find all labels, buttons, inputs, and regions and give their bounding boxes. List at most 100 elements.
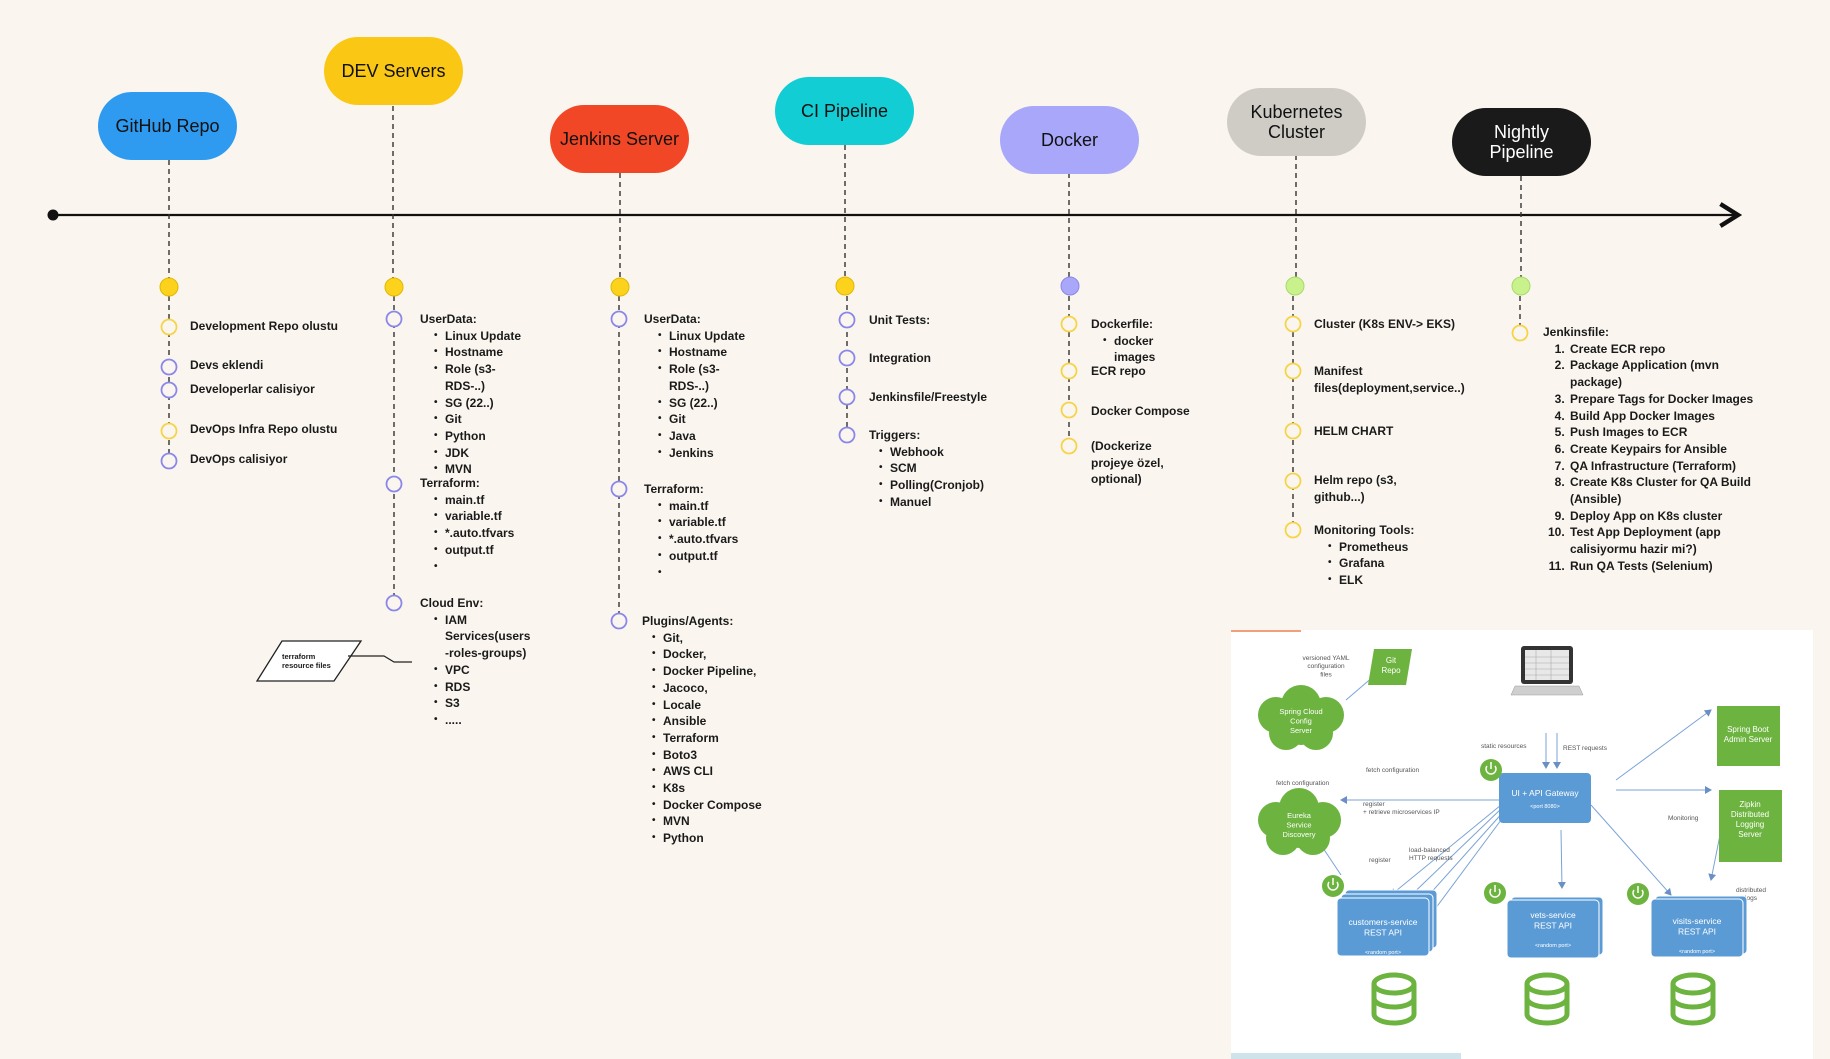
dev-cloud-title: Cloud Env:: [420, 596, 484, 610]
arch-git-repo: Git Repo: [1381, 656, 1401, 675]
list-item: Git: [434, 411, 521, 428]
item-circle: [160, 422, 178, 440]
list-item: K8s: [652, 780, 762, 797]
nightly-block: Jenkinsfile: Create ECR repoPackage Appl…: [1543, 324, 1768, 575]
list-item: Docker Compose: [652, 797, 762, 814]
stage-kubernetes-cluster[interactable]: Kubernetes Cluster: [1227, 88, 1366, 156]
stage-label: Docker: [1040, 130, 1098, 150]
item-circle: [160, 358, 178, 376]
list-item: *.auto.tfvars: [434, 525, 514, 542]
list-item: main.tf: [434, 492, 514, 509]
nightly-step: Deploy App on K8s cluster: [1568, 508, 1768, 525]
list-item: output.tf: [658, 548, 738, 565]
nightly-step: Package Application (mvn package): [1568, 357, 1768, 390]
list-item: SG (22..): [658, 395, 745, 412]
nightly-step: QA Infrastructure (Terraform): [1568, 458, 1768, 475]
stage-dot-k8s: [1285, 276, 1305, 296]
dev-terraform-title: Terraform:: [420, 476, 480, 490]
jenkins-plugins-block: Plugins/Agents: Git,Docker,Docker Pipeli…: [642, 613, 762, 847]
nightly-step: Run QA Tests (Selenium): [1568, 558, 1768, 575]
list-item: Role (s3- RDS-..): [658, 361, 745, 394]
list-item: Hostname: [434, 344, 521, 361]
arch-random-port: <random port>: [1535, 943, 1571, 949]
dev-userdata-block: UserData: Linux UpdateHostnameRole (s3- …: [420, 311, 521, 478]
stage-dot-ci: [835, 276, 855, 296]
laptop-icon: [1510, 646, 1584, 696]
list-item: Grafana: [1328, 555, 1414, 572]
nightly-steps: Create ECR repoPackage Application (mvn …: [1543, 341, 1768, 575]
customers-service-stack: [1336, 889, 1438, 957]
ci-item: Integration: [869, 351, 931, 365]
k8s-item: Cluster (K8s ENV-> EKS): [1314, 317, 1456, 331]
arch-eureka: Eureka Service Discovery: [1283, 811, 1316, 839]
list-item: SG (22..): [434, 395, 521, 412]
power-icon: [1480, 759, 1502, 781]
docker-dockerfile-title: Dockerfile:: [1091, 317, 1154, 331]
docker-dockerfile-block: Dockerfile: docker images: [1091, 316, 1155, 366]
list-item: Git,: [652, 630, 762, 647]
list-item: JDK: [434, 445, 521, 462]
k8s-item: Helm repo (s3, github...): [1314, 473, 1397, 504]
dev-userdata-list: Linux UpdateHostnameRole (s3- RDS-..)SG …: [420, 328, 521, 478]
list-item: Python: [434, 428, 521, 445]
list-item: Boto3: [652, 747, 762, 764]
item-circle: [1511, 324, 1529, 342]
list-item: Jacoco,: [652, 680, 762, 697]
item-circle: [160, 381, 178, 399]
arch-admin-server: Spring Boot Admin Server: [1724, 725, 1773, 744]
jenkins-terraform-block: Terraform: main.tfvariable.tf*.auto.tfva…: [644, 481, 738, 581]
github-item: DevOps calisiyor: [190, 452, 288, 466]
list-item: Prometheus: [1328, 539, 1414, 556]
arch-fetch-config-1: fetch configuration: [1366, 767, 1420, 774]
list-item: output.tf: [434, 542, 514, 559]
list-item: Docker,: [652, 646, 762, 663]
arch-monitoring: Monitoring: [1668, 815, 1699, 822]
stage-nightly-pipeline[interactable]: Nightly Pipeline: [1452, 108, 1591, 176]
arch-versioned-yaml: versioned YAML configuration files: [1302, 655, 1349, 678]
stage-github-repo[interactable]: GitHub Repo: [98, 92, 237, 160]
list-item: MVN: [434, 461, 521, 478]
database-icon: [1371, 972, 1417, 1026]
list-item: Linux Update: [658, 328, 745, 345]
ci-triggers-list: WebhookSCMPolling(Cronjob)Manuel: [869, 444, 984, 511]
stage-dev-servers[interactable]: DEV Servers: [324, 37, 463, 105]
item-circle: [160, 318, 178, 336]
list-item: VPC: [434, 662, 530, 679]
stage-dot-github: [159, 277, 179, 297]
arch-gateway: UI + API Gateway: [1511, 788, 1579, 798]
terraform-note: [255, 640, 412, 682]
dev-cloud-list: IAM Services(users -roles-groups)VPCRDSS…: [420, 612, 530, 729]
docker-item: (Dockerize projeye özel, optional): [1091, 439, 1164, 487]
power-icon: [1484, 882, 1506, 904]
nightly-title: Jenkinsfile:: [1543, 325, 1610, 339]
item-circle: [838, 349, 856, 367]
docker-dockerfile-list: docker images: [1091, 333, 1155, 366]
item-circle: [1060, 437, 1078, 455]
dev-cloud-block: Cloud Env: IAM Services(users -roles-gro…: [420, 595, 530, 729]
item-circle: [1284, 422, 1302, 440]
stage-label: Jenkins Server: [559, 129, 680, 149]
stage-docker[interactable]: Docker: [1000, 106, 1139, 174]
docker-item: Docker Compose: [1091, 404, 1190, 418]
stage-jenkins-server[interactable]: Jenkins Server: [550, 105, 689, 173]
k8s-monitoring-title: Monitoring Tools:: [1314, 523, 1415, 537]
arch-visits: visits-service REST API: [1673, 916, 1722, 937]
item-circle: [1284, 362, 1302, 380]
list-item: SCM: [879, 460, 984, 477]
item-circle: [610, 612, 628, 630]
arch-config-server: Spring Cloud Config Server: [1279, 707, 1322, 735]
list-item: Ansible: [652, 713, 762, 730]
list-item: main.tf: [658, 498, 738, 515]
jenkins-terraform-list: main.tfvariable.tf*.auto.tfvarsoutput.tf: [644, 498, 738, 582]
stage-ci-pipeline[interactable]: CI Pipeline: [775, 77, 914, 145]
dev-terraform-block: Terraform: main.tfvariable.tf*.auto.tfva…: [420, 475, 514, 575]
list-item: Role (s3- RDS-..): [434, 361, 521, 394]
database-icon: [1670, 972, 1716, 1026]
arch-fetch-config-2: fetch configuration: [1276, 780, 1330, 787]
list-item: Docker Pipeline,: [652, 663, 762, 680]
item-circle: [1060, 401, 1078, 419]
item-circle: [385, 475, 403, 493]
list-item: Webhook: [879, 444, 984, 461]
item-circle: [160, 452, 178, 470]
stage-label: Kubernetes Cluster: [1250, 102, 1343, 142]
